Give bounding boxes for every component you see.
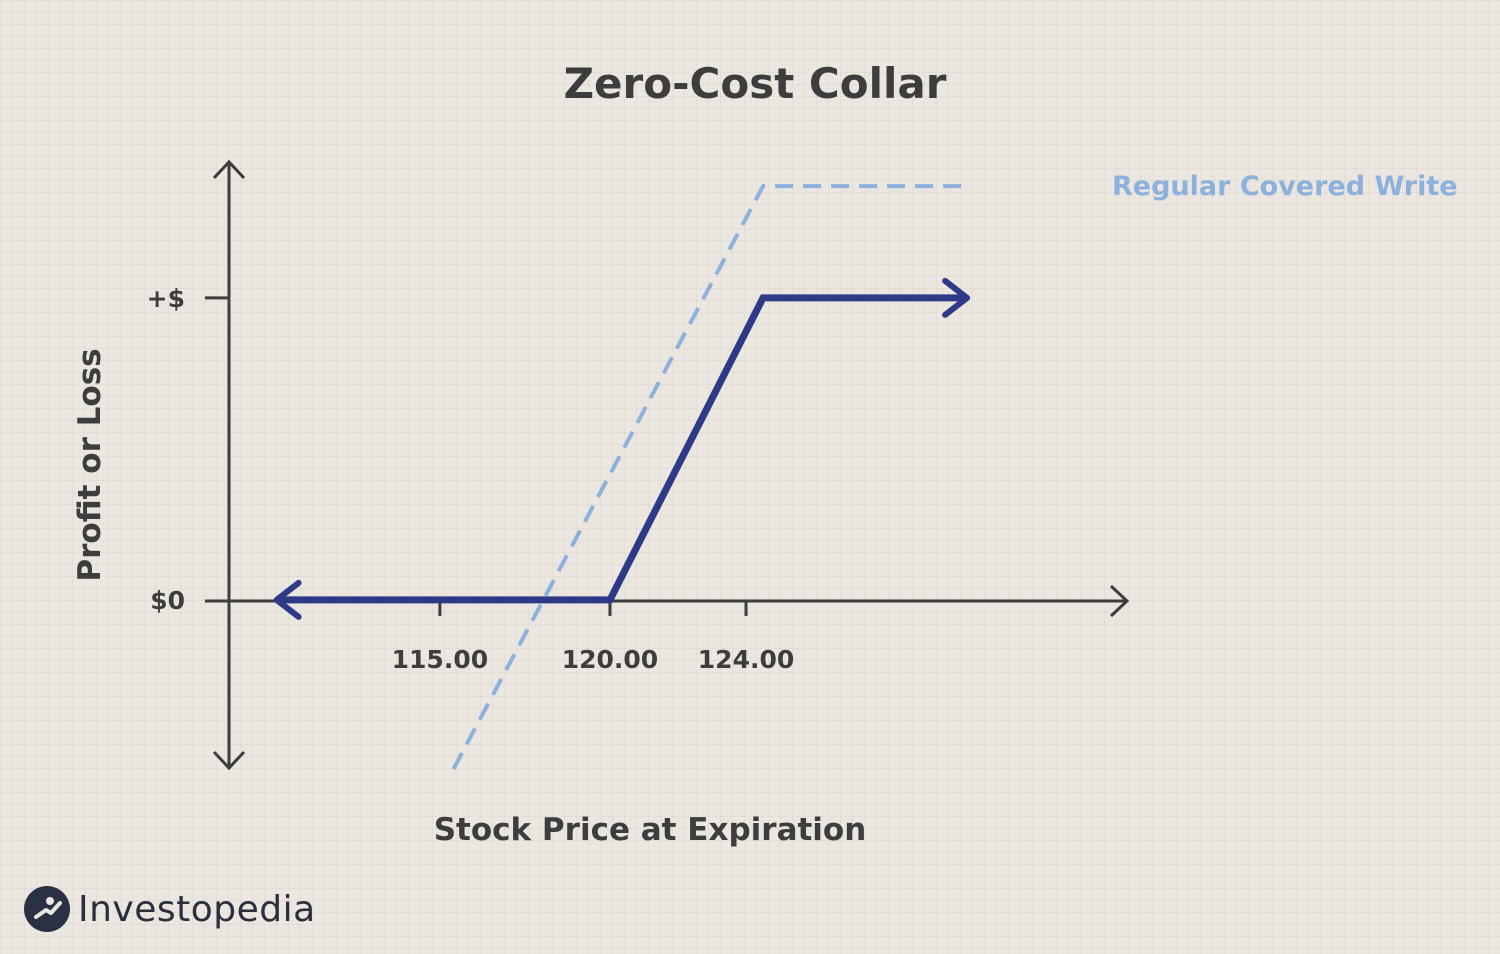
y-axis-title: Profit or Loss — [72, 348, 108, 581]
y-tick-label: $0 — [150, 586, 185, 615]
brand-name: Investopedia — [78, 888, 316, 930]
y-axis-arrow-bottom — [212, 750, 246, 771]
x-tick-label: 115.00 — [392, 645, 488, 674]
y-tick-label: +$ — [147, 284, 185, 313]
investopedia-logo-icon — [24, 886, 70, 932]
series-arrowhead — [273, 579, 302, 620]
axes — [205, 159, 1130, 771]
legend-regular-covered-write: Regular Covered Write — [1112, 171, 1458, 202]
series-arrowhead — [942, 277, 971, 318]
series-line-regular-covered-write — [451, 184, 968, 770]
chart-title: Zero-Cost Collar — [564, 59, 947, 108]
y-axis-arrow-top — [212, 159, 246, 180]
series-line-zero-cost-collar — [276, 294, 968, 604]
x-axis-title: Stock Price at Expiration — [434, 812, 867, 848]
x-tick-label: 124.00 — [698, 645, 794, 674]
x-axis-arrow-right — [1109, 584, 1130, 618]
investopedia-logo: Investopedia — [24, 886, 316, 932]
ticks: 115.00 120.00 124.00 $0 +$ — [147, 284, 795, 674]
series-group — [273, 184, 971, 770]
x-tick-label: 120.00 — [562, 645, 658, 674]
